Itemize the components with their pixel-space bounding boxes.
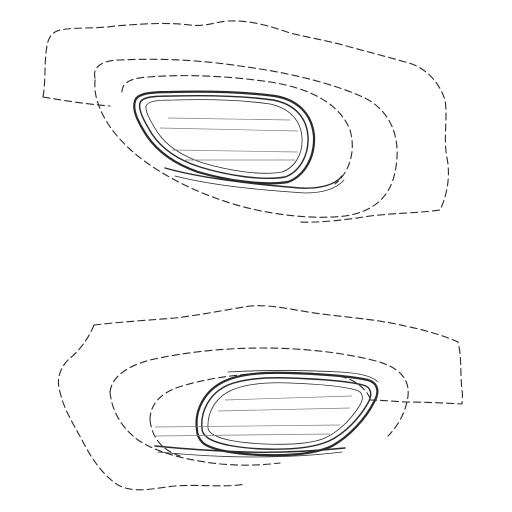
lower-tip-outer-rim (197, 373, 378, 455)
lower-top-edge (228, 371, 378, 383)
upper-reflection-line (160, 128, 298, 131)
upper-middle-contour (95, 59, 398, 217)
upper-reflection-line (168, 118, 290, 120)
lower-exhaust-tip-view (58, 306, 462, 490)
lower-reflection-line (218, 408, 350, 411)
lower-reflection-line (155, 434, 330, 436)
lower-middle-contour (110, 348, 408, 436)
lower-tip-rim-inner-edge (202, 378, 371, 449)
lower-reflection-line (225, 396, 352, 400)
lower-outer-boundary (94, 306, 462, 404)
lower-reflection-line (155, 425, 340, 427)
upper-reflection-line (172, 150, 298, 152)
upper-tip-opening (146, 100, 302, 174)
upper-outer-boundary (43, 21, 448, 222)
lower-inner-contour-bottom (150, 420, 180, 456)
upper-exhaust-tip-view (43, 21, 448, 222)
upper-outer-boundary-left (43, 97, 110, 106)
